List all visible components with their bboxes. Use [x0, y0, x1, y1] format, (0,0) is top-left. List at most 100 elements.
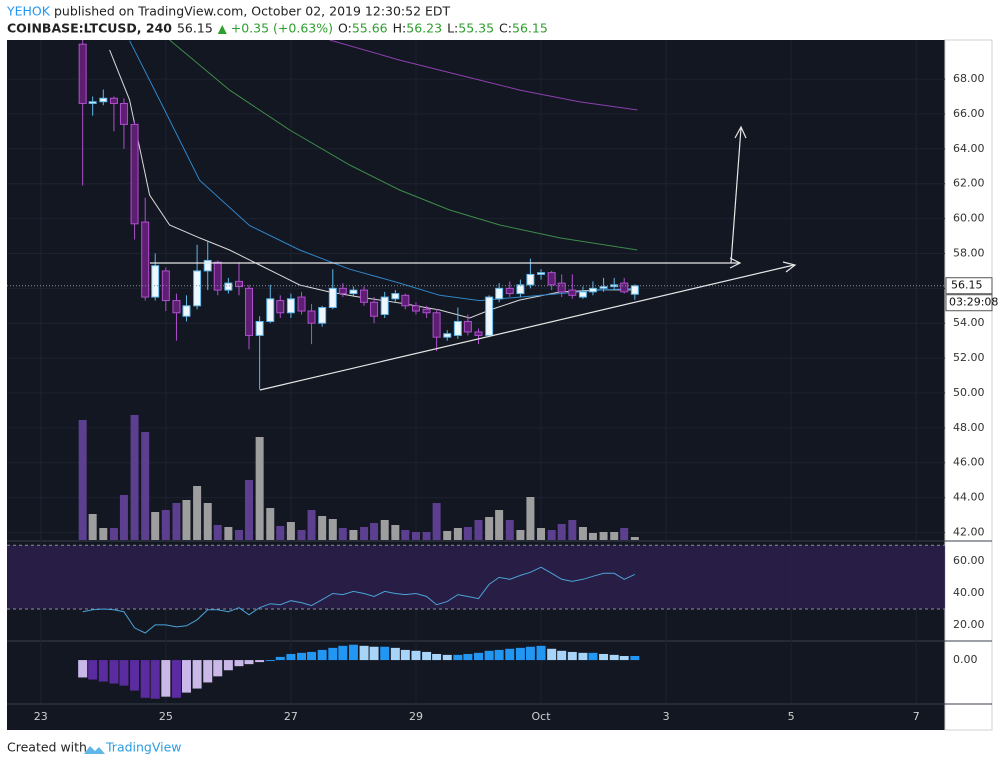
y-tick-label: 50.00 — [953, 386, 985, 399]
volume-bar — [568, 520, 577, 540]
arrow-head — [734, 125, 747, 139]
candle-body — [453, 320, 462, 336]
volume-bar — [620, 528, 629, 540]
macd-bar — [130, 660, 140, 691]
candle-body — [297, 296, 306, 312]
candle-body — [588, 287, 597, 293]
volume-bar — [401, 530, 410, 540]
volume-bar — [276, 526, 285, 540]
macd-bar — [557, 650, 567, 661]
candle-body — [557, 282, 566, 293]
y-tick-label: 60.00 — [953, 212, 985, 225]
support-line — [259, 264, 795, 391]
macd-bar — [588, 652, 598, 661]
x-tick-label: 5 — [788, 710, 795, 723]
macd-bar — [474, 652, 484, 661]
ohlc-label: H: — [393, 21, 407, 36]
volume-bar — [599, 532, 608, 540]
volume-bar — [172, 503, 181, 540]
volume-bar — [453, 528, 462, 540]
volume-bar — [255, 437, 264, 540]
macd-bar — [275, 656, 285, 661]
candle-body — [620, 282, 629, 293]
candle-body — [463, 320, 472, 333]
macd-bar — [286, 653, 296, 661]
volume-bar — [266, 508, 275, 540]
ohlc-label: O: — [338, 21, 352, 36]
volume-bar — [141, 432, 150, 540]
ohlc-label: L: — [447, 21, 458, 36]
arrow-head — [729, 257, 742, 269]
grid — [7, 40, 945, 703]
volume-bar — [526, 497, 535, 540]
volume-bar — [443, 531, 452, 540]
y-tick-label: 54.00 — [953, 316, 985, 329]
macd-bar — [88, 660, 98, 680]
volume-bar — [224, 527, 233, 540]
candle-body — [578, 291, 587, 298]
volume-bar — [193, 486, 202, 540]
rsi-line — [82, 566, 636, 634]
candle-body — [286, 298, 295, 314]
volume-bar — [578, 527, 587, 540]
candle-body — [307, 310, 316, 324]
macd-bar — [609, 654, 619, 661]
macd-bar — [463, 653, 473, 661]
candle-body — [234, 280, 243, 288]
candle-body — [391, 293, 400, 300]
volume-bar — [161, 510, 170, 540]
volume-bar — [151, 512, 160, 540]
macd-bar — [359, 645, 369, 661]
candle-body — [99, 97, 108, 103]
published: published on TradingView.com, October 02… — [54, 4, 451, 19]
y-tick-label: 60.00 — [953, 554, 985, 567]
volume-bar — [557, 524, 566, 540]
candle-body — [109, 97, 118, 104]
candle-body — [224, 282, 233, 291]
candle-body — [119, 102, 128, 125]
volume-bar — [297, 530, 306, 540]
candle-body — [485, 296, 494, 336]
ohlc-value: 56.15 — [512, 21, 548, 36]
macd-bar — [432, 653, 442, 661]
target-arrow — [730, 127, 742, 264]
macd-bar — [297, 652, 307, 661]
candle-body — [172, 300, 181, 314]
footer-brand: TradingView — [105, 740, 182, 755]
candle-body — [360, 289, 369, 303]
candle-body — [495, 287, 504, 300]
volume-bar — [349, 530, 358, 540]
volume-bar — [109, 528, 118, 540]
y-tick-label: 52.00 — [953, 351, 985, 364]
macd-bar — [547, 648, 557, 661]
candle-body — [318, 307, 327, 324]
y-tick-label: 0.00 — [953, 653, 978, 666]
macd-bar — [599, 653, 609, 661]
last-price: 56.15 — [177, 21, 213, 36]
rsi-band — [7, 545, 945, 609]
macd-bar — [390, 647, 400, 661]
volume-bar — [245, 480, 254, 540]
volume-bar — [537, 528, 546, 540]
candle-body — [505, 287, 514, 295]
macd-bar — [203, 660, 213, 683]
volume-bar — [463, 527, 472, 540]
volume-bar — [182, 500, 191, 540]
macd-bar — [578, 652, 588, 661]
moving-average — [169, 40, 638, 251]
macd-bar — [525, 646, 535, 661]
candle-body — [78, 43, 87, 104]
volume-bar — [610, 532, 619, 540]
macd-bar — [422, 651, 432, 661]
drawings — [150, 125, 797, 391]
price-label: 56.15 — [951, 279, 983, 292]
y-tick-label: 48.00 — [953, 421, 985, 434]
volume-bar — [391, 525, 400, 540]
macd-bar — [244, 660, 254, 665]
x-tick-label: 27 — [284, 710, 298, 723]
macd-bar — [192, 660, 202, 689]
x-tick-label: Oct — [532, 710, 552, 723]
candle-body — [266, 298, 275, 322]
macd-bar — [442, 654, 452, 661]
x-tick-label: 25 — [159, 710, 173, 723]
